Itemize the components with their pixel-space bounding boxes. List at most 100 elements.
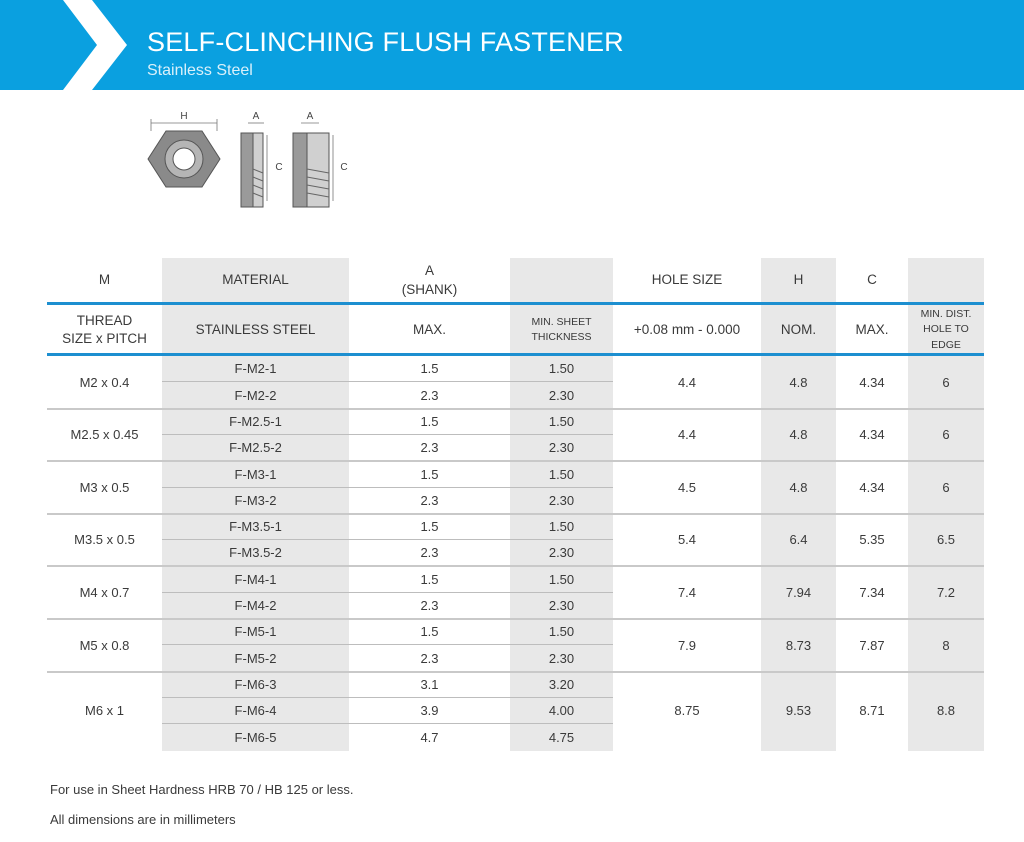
header-cell: HOLE SIZE [651, 272, 723, 288]
thread-size-cell: M4 x 0.7 [79, 584, 130, 600]
sheet-thickness-cell: 1.50 [548, 361, 575, 377]
hole-size-cell: 4.4 [677, 374, 697, 390]
part-number-cell: F-M4-2 [234, 598, 277, 614]
header-rule [47, 353, 984, 356]
subheader-cell: MAX. [412, 321, 446, 337]
row-divider [162, 644, 613, 646]
row-divider [162, 591, 613, 593]
shank-max-cell: 2.3 [420, 650, 439, 666]
shank-max-cell: 2.3 [420, 387, 439, 403]
shaded-column [908, 258, 984, 751]
thread-size-cell: M5 x 0.8 [79, 637, 130, 653]
h-nom-cell: 8.73 [785, 637, 812, 653]
sheet-thickness-cell: 2.30 [548, 440, 575, 456]
edge-dist-cell: 8 [942, 637, 950, 653]
h-nom-cell: 4.8 [789, 374, 808, 390]
part-number-cell: F-M2-2 [234, 387, 277, 403]
diagram-label-c1: C [275, 162, 282, 173]
header-rule [47, 302, 984, 305]
c-max-cell: 4.34 [859, 374, 885, 390]
thread-size-cell: M6 x 1 [84, 703, 124, 719]
part-number-cell: F-M3.5-2 [229, 545, 282, 561]
shank-max-cell: 1.5 [420, 624, 439, 640]
sheet-thickness-cell: 1.50 [548, 571, 575, 587]
sheet-thickness-cell: 1.50 [548, 466, 575, 482]
edge-dist-cell: 7.2 [936, 584, 956, 600]
header-cell [510, 258, 613, 303]
shank-max-cell: 1.5 [420, 361, 439, 377]
group-divider [47, 670, 984, 673]
hex-top-view [147, 130, 221, 188]
h-nom-cell: 4.8 [789, 479, 808, 495]
header-cell: MATERIAL [222, 272, 289, 288]
side-view-2 [292, 132, 330, 208]
subheader-cell: MIN. SHEET THICKNESS [531, 315, 592, 343]
diagram-label-a2: A [307, 111, 314, 122]
shaded-column [162, 258, 349, 751]
c-max-cell: 7.34 [859, 584, 885, 600]
shank-max-cell: 2.3 [420, 545, 439, 561]
edge-dist-cell: 6 [942, 374, 950, 390]
row-divider [162, 696, 613, 698]
subheader-cell: MIN. DIST. HOLE TO EDGE [920, 308, 972, 351]
h-nom-cell: 6.4 [789, 532, 808, 548]
row-divider [162, 539, 613, 541]
c-max-cell: 7.87 [859, 637, 885, 653]
shank-max-cell: 2.3 [420, 598, 439, 614]
shank-max-cell: 1.5 [420, 466, 439, 482]
shank-max-cell: 3.9 [420, 703, 439, 719]
shank-max-cell: 4.7 [420, 729, 439, 745]
hole-size-cell: 8.75 [674, 703, 700, 719]
sheet-thickness-cell: 2.30 [548, 387, 575, 403]
thread-size-cell: M3.5 x 0.5 [74, 532, 135, 548]
header-band: SELF-CLINCHING FLUSH FASTENER Stainless … [0, 0, 1024, 90]
row-divider [162, 486, 613, 488]
footnote-hardness: For use in Sheet Hardness HRB 70 / HB 12… [50, 782, 354, 797]
thread-size-cell: M2 x 0.4 [79, 374, 130, 390]
side-view-1 [240, 132, 264, 208]
sheet-thickness-cell: 2.30 [548, 598, 575, 614]
edge-dist-cell: 6.5 [936, 532, 956, 548]
diagram-label-a1: A [253, 111, 260, 122]
group-divider [47, 512, 984, 515]
diagram-label-h: H [180, 111, 187, 122]
header-cell: M [98, 272, 111, 288]
part-number-cell: F-M2-1 [234, 361, 277, 377]
sheet-thickness-cell: 1.50 [548, 413, 575, 429]
shank-max-cell: 2.3 [420, 492, 439, 508]
edge-dist-cell: 8.8 [936, 703, 956, 719]
shank-max-cell: 1.5 [420, 413, 439, 429]
part-number-cell: F-M4-1 [234, 571, 277, 587]
header-cell: H [793, 272, 804, 288]
subheader-cell: THREAD SIZE x PITCH [62, 312, 147, 346]
group-divider [47, 407, 984, 410]
header-cell: A (SHANK) [401, 263, 458, 297]
sheet-thickness-cell: 2.30 [548, 545, 575, 561]
chevron-arrow-icon [0, 0, 127, 90]
shank-max-cell: 1.5 [420, 519, 439, 535]
sheet-thickness-cell: 1.50 [548, 519, 575, 535]
sheet-thickness-cell: 2.30 [548, 650, 575, 666]
h-nom-cell: 7.94 [785, 584, 812, 600]
shank-max-cell: 3.1 [420, 676, 439, 692]
subheader-cell: STAINLESS STEEL [195, 321, 316, 337]
part-number-cell: F-M6-3 [234, 676, 277, 692]
group-divider [47, 565, 984, 568]
part-number-cell: F-M3.5-1 [229, 519, 282, 535]
sheet-thickness-cell: 3.20 [548, 676, 575, 692]
c-max-cell: 4.34 [859, 479, 885, 495]
part-number-cell: F-M5-2 [234, 650, 277, 666]
thread-size-cell: M2.5 x 0.45 [70, 427, 139, 443]
subheader-cell: MAX. [855, 321, 889, 337]
part-number-cell: F-M6-5 [234, 729, 277, 745]
hole-size-cell: 7.9 [677, 637, 697, 653]
page-subtitle: Stainless Steel [147, 62, 253, 79]
header-cell [908, 258, 984, 303]
shaded-column [510, 258, 613, 751]
part-number-cell: F-M6-4 [234, 703, 277, 719]
group-divider [47, 460, 984, 463]
row-divider [162, 723, 613, 725]
subheader-cell: +0.08 mm - 0.000 [633, 321, 741, 337]
subheader-cell: NOM. [780, 321, 817, 337]
part-number-cell: F-M3-2 [234, 492, 277, 508]
